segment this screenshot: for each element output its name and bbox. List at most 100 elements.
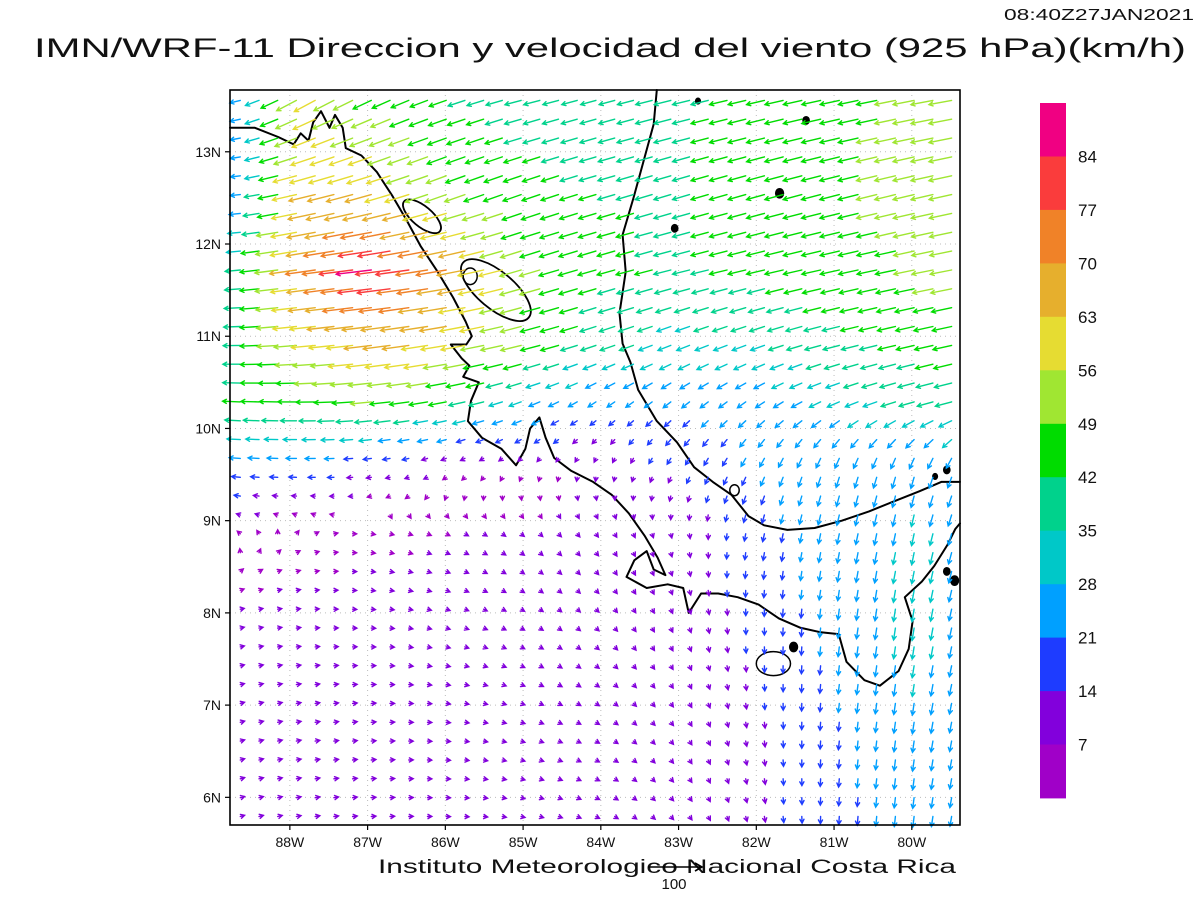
wind-vector — [839, 325, 859, 333]
wind-vector — [668, 589, 674, 596]
wind-vector — [594, 814, 601, 820]
wind-vector — [351, 568, 359, 575]
wind-vector — [746, 288, 766, 295]
wind-vector — [575, 550, 581, 557]
wind-vector — [800, 137, 822, 145]
wind-vector — [614, 231, 635, 239]
wind-vector — [519, 344, 541, 353]
wind-vector — [482, 587, 489, 593]
wind-vector — [853, 552, 860, 565]
wind-vector — [738, 438, 747, 448]
wind-vector — [928, 250, 953, 258]
wind-vector — [817, 740, 824, 751]
wind-vector — [265, 455, 279, 461]
wind-vector — [465, 99, 485, 107]
wind-vector — [575, 625, 582, 632]
wind-vector — [275, 380, 298, 387]
wind-vector — [820, 325, 840, 333]
wind-vector — [339, 231, 372, 241]
wind-vector — [444, 513, 450, 520]
wind-vector — [726, 269, 747, 276]
wind-vector — [304, 307, 335, 314]
wind-vector — [312, 399, 335, 406]
wind-vector — [389, 587, 396, 594]
wind-vector — [317, 269, 354, 277]
wind-vector — [717, 401, 728, 409]
wind-vector — [270, 212, 298, 221]
wind-vector — [645, 420, 653, 428]
wind-vector — [351, 776, 359, 782]
wind-vector — [947, 740, 954, 753]
wind-vector — [596, 156, 616, 164]
wind-vector — [482, 719, 489, 726]
wind-vector — [910, 250, 934, 258]
wind-vector — [333, 644, 340, 650]
wind-vector — [891, 99, 915, 107]
wind-vector — [445, 663, 452, 669]
wind-vector — [347, 156, 372, 167]
wind-vector — [243, 118, 260, 126]
wind-vector — [705, 589, 712, 598]
wind-vector — [243, 137, 260, 144]
wind-vector — [556, 625, 563, 632]
wind-vector — [612, 645, 619, 651]
wind-vector — [398, 325, 429, 333]
wind-vector — [687, 777, 693, 784]
wind-vector — [463, 606, 470, 612]
wind-vector — [743, 702, 749, 711]
wind-vector — [333, 700, 340, 707]
wind-vector — [408, 719, 415, 725]
wind-vector — [689, 212, 709, 220]
wind-vector — [351, 663, 359, 669]
wind-vector — [904, 438, 915, 449]
wind-vector — [243, 175, 260, 181]
wind-vector — [451, 420, 466, 426]
wind-vector — [836, 740, 842, 752]
wind-vector — [303, 231, 335, 240]
wind-vector — [759, 476, 766, 488]
wind-vector — [761, 608, 768, 618]
wind-vector — [342, 456, 354, 462]
wind-vector — [912, 325, 934, 333]
wind-vector — [894, 325, 915, 333]
wind-vector — [227, 211, 241, 217]
wind-vector — [703, 457, 709, 467]
wind-vector — [347, 382, 372, 388]
wind-vector — [745, 118, 766, 126]
wind-vector — [332, 99, 354, 111]
wind-vector — [364, 474, 372, 481]
wind-vector — [891, 193, 915, 202]
wind-vector — [348, 137, 372, 148]
wind-vector — [464, 719, 471, 726]
wind-vector — [745, 212, 766, 220]
wind-vector — [498, 269, 522, 278]
wind-vector — [519, 531, 526, 538]
wind-vector — [752, 382, 766, 390]
wind-vector — [286, 212, 316, 222]
wind-vector — [439, 231, 466, 241]
colorbar-tick-label: 63 — [1078, 308, 1097, 327]
wind-vector — [749, 344, 766, 352]
wind-vector — [464, 382, 485, 389]
wind-vector — [818, 250, 840, 258]
wind-vector — [558, 175, 578, 183]
wind-vector — [612, 682, 619, 689]
wind-vector — [306, 474, 316, 480]
wind-vector — [648, 457, 654, 465]
wind-vector — [381, 212, 410, 222]
lon-tick-label: 84W — [586, 834, 616, 850]
wind-vector — [891, 721, 898, 735]
wind-vector — [557, 813, 564, 820]
wind-vector — [501, 776, 508, 782]
wind-vector — [557, 701, 564, 707]
wind-vector — [631, 570, 637, 577]
page-title: IMN/WRF-11 Direccion y velocidad del vie… — [34, 33, 1186, 63]
reference-vector-label: 100 — [661, 876, 686, 893]
wind-vector — [708, 269, 728, 276]
wind-vector — [415, 288, 447, 296]
wind-vector — [482, 813, 490, 820]
wind-vector — [277, 757, 284, 763]
wind-vector — [221, 342, 241, 349]
wind-vector — [295, 587, 302, 594]
wind-vector — [668, 627, 674, 634]
